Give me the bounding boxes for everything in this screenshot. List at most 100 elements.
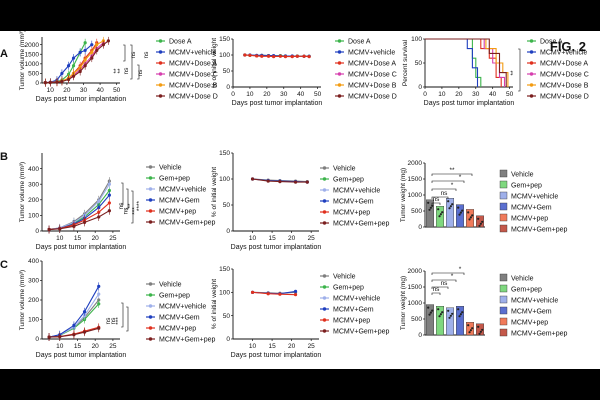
- A-volume-sig-bracket: [123, 44, 126, 62]
- B-weightmg-bar-point: [479, 222, 482, 225]
- A-weight-legend-label: MCMV+Dose B: [348, 83, 397, 90]
- A-volume-xtick-label: 10: [47, 87, 55, 94]
- C-volume-xtick-label: 15: [74, 343, 82, 350]
- B-weight-ytick-label: 150: [219, 150, 230, 157]
- C-weightmg-legend-label: MCMV+vehicle: [511, 298, 558, 305]
- C-weightmg-legend-label: MCMV+Gem+pep: [511, 331, 568, 338]
- B-weightmg-sig-label: *: [451, 182, 454, 189]
- B-weight-legend-marker: [322, 210, 327, 214]
- A-weight-legend-label: MCMV+Dose C: [348, 72, 397, 79]
- B-weightmg-bar-point: [431, 204, 434, 207]
- A-survival-series-line: [425, 38, 479, 87]
- B-volume-legend-marker: [148, 198, 153, 202]
- B-weight-data-point: [293, 180, 298, 184]
- A-weight-ytick-label: 150: [219, 36, 230, 43]
- B-weight-data-point: [305, 180, 309, 184]
- A-weight-data-point: [243, 53, 247, 57]
- B-weightmg-bar: [476, 215, 485, 228]
- C-weightmg-bar-point: [451, 312, 454, 315]
- C-weightmg-bar: [426, 304, 435, 336]
- B-weightmg-bar-point: [469, 216, 472, 219]
- B-weightmg-legend-label: MCMV+vehicle: [511, 194, 558, 201]
- C-weightmg-bar-point: [469, 329, 472, 332]
- A-weight-legend-marker: [337, 39, 342, 43]
- B-weightmg-bar-point: [437, 208, 440, 211]
- B-weightmg-sig-label: ns: [433, 196, 441, 203]
- B-weightmg-bar-point: [438, 215, 441, 218]
- B-volume-x-label: Days post tumor implantation: [36, 244, 127, 251]
- C-weightmg-sig-label: ns: [433, 286, 441, 293]
- B-weightmg-legend-label: MCMV+Gem: [511, 205, 552, 212]
- C-weightmg-bar-point: [428, 313, 431, 316]
- B-volume-sig-label: ns: [123, 207, 130, 215]
- B-volume-xtick-label: 15: [74, 235, 82, 242]
- B-weightmg-bar-point: [467, 211, 470, 214]
- B-volume-sig-bracket: [121, 182, 124, 206]
- C-weightmg-ytick-label: 0: [418, 332, 422, 339]
- C-weight-ytick-label: 100: [219, 290, 230, 297]
- B-volume-y-label: Tumor volume (mm³): [19, 162, 26, 222]
- C-weightmg-legend-swatch: [499, 317, 508, 326]
- C-weightmg-bar: [446, 307, 455, 336]
- C-weight-legend-label: Vehicle: [333, 274, 356, 281]
- C-volume-legend-label: MCMV+Gem: [159, 315, 200, 322]
- A-weight-x-label: Days post tumor implantation: [232, 100, 323, 107]
- C-weightmg-sig-bracket: [431, 272, 465, 275]
- B-weight-ytick-label: 0: [226, 228, 230, 235]
- C-volume-y-label: Tumor volume (mm³): [19, 270, 26, 330]
- A-volume-legend-label: MCMV+Dose A: [169, 61, 217, 68]
- A-volume-xtick-label: 20: [63, 87, 71, 94]
- C-weightmg-bar-point: [429, 311, 432, 314]
- C-weight-legend-marker: [322, 274, 327, 278]
- B-weightmg-legend-label: Vehicle: [511, 172, 534, 179]
- B-weight-legend-marker: [322, 166, 327, 170]
- B-volume-legend-label: MCMV+vehicle: [159, 187, 206, 194]
- B-weightmg-bar: [446, 197, 455, 228]
- B-weightmg-sig-bracket: [431, 188, 457, 191]
- A-weight-data-point: [266, 54, 271, 58]
- A-survival-xtick-label: 0: [423, 91, 427, 98]
- A-weight-xtick-label: 50: [314, 91, 322, 98]
- C-weightmg-sig-label: *: [451, 273, 454, 280]
- B-weightmg-sig-bracket: [431, 202, 441, 205]
- B-weightmg-legend-swatch: [499, 169, 508, 178]
- C-volume-legend-label: MCMV+vehicle: [159, 304, 206, 311]
- C-weightmg-y-label: Tumor weight (mg): [400, 276, 407, 330]
- A-survival-series-line: [425, 38, 506, 87]
- top-black-band: [0, 0, 600, 31]
- B-weightmg-sig-label: **: [449, 167, 455, 174]
- B-volume-ytick-label: 400: [28, 166, 39, 173]
- C-weightmg-bar-point: [457, 308, 460, 311]
- A-survival-legend-marker: [529, 72, 534, 76]
- C-volume-ytick-label: 200: [28, 297, 39, 304]
- C-weightmg-bar-point: [448, 316, 451, 319]
- A-volume-sig-bracket: [130, 44, 133, 80]
- B-volume-legend-marker: [148, 176, 153, 180]
- C-volume-sig-label: ns: [110, 317, 117, 325]
- B-weight-legend-marker: [322, 177, 327, 181]
- A-weight-xtick-label: 30: [280, 91, 288, 98]
- A-weight-data-point: [248, 53, 252, 57]
- A-survival-xtick-label: 10: [438, 91, 446, 98]
- B-weightmg-ytick-label: 500: [411, 208, 422, 215]
- B-weightmg-legend-swatch: [499, 213, 508, 222]
- A-survival-series-line: [425, 38, 507, 87]
- A-weight-xtick-label: 10: [246, 91, 254, 98]
- A-volume-legend-label: MCMV+vehicle: [169, 50, 216, 57]
- C-weightmg-bar-point: [447, 309, 450, 312]
- A-volume-ytick-label: 1000: [25, 61, 40, 68]
- A-survival-xtick-label: 50: [506, 91, 514, 98]
- B-volume-ytick-label: 100: [28, 213, 39, 220]
- B-volume-series-line: [49, 210, 110, 230]
- B-weightmg-ytick-label: 0: [418, 224, 422, 231]
- A-volume-legend-label: MCMV+Dose D: [169, 94, 218, 101]
- A-volume-x-label: Days post tumor implantation: [36, 96, 127, 103]
- A-volume-sig-label: ns: [137, 69, 144, 77]
- A-weight-xtick-label: 20: [263, 91, 271, 98]
- A-weight-data-point: [295, 54, 299, 58]
- B-volume-legend-label: Vehicle: [159, 165, 182, 172]
- B-weight-ytick-label: 50: [223, 202, 231, 209]
- B-weight-x-label: Days post tumor implantation: [231, 244, 322, 251]
- A-volume-sig-label: ns: [143, 51, 150, 59]
- A-survival-y-label: Percent survival: [402, 39, 409, 86]
